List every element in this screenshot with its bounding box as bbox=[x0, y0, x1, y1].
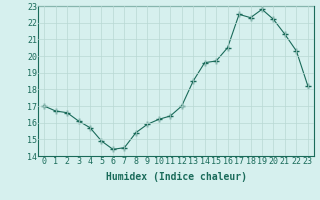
X-axis label: Humidex (Indice chaleur): Humidex (Indice chaleur) bbox=[106, 172, 246, 182]
